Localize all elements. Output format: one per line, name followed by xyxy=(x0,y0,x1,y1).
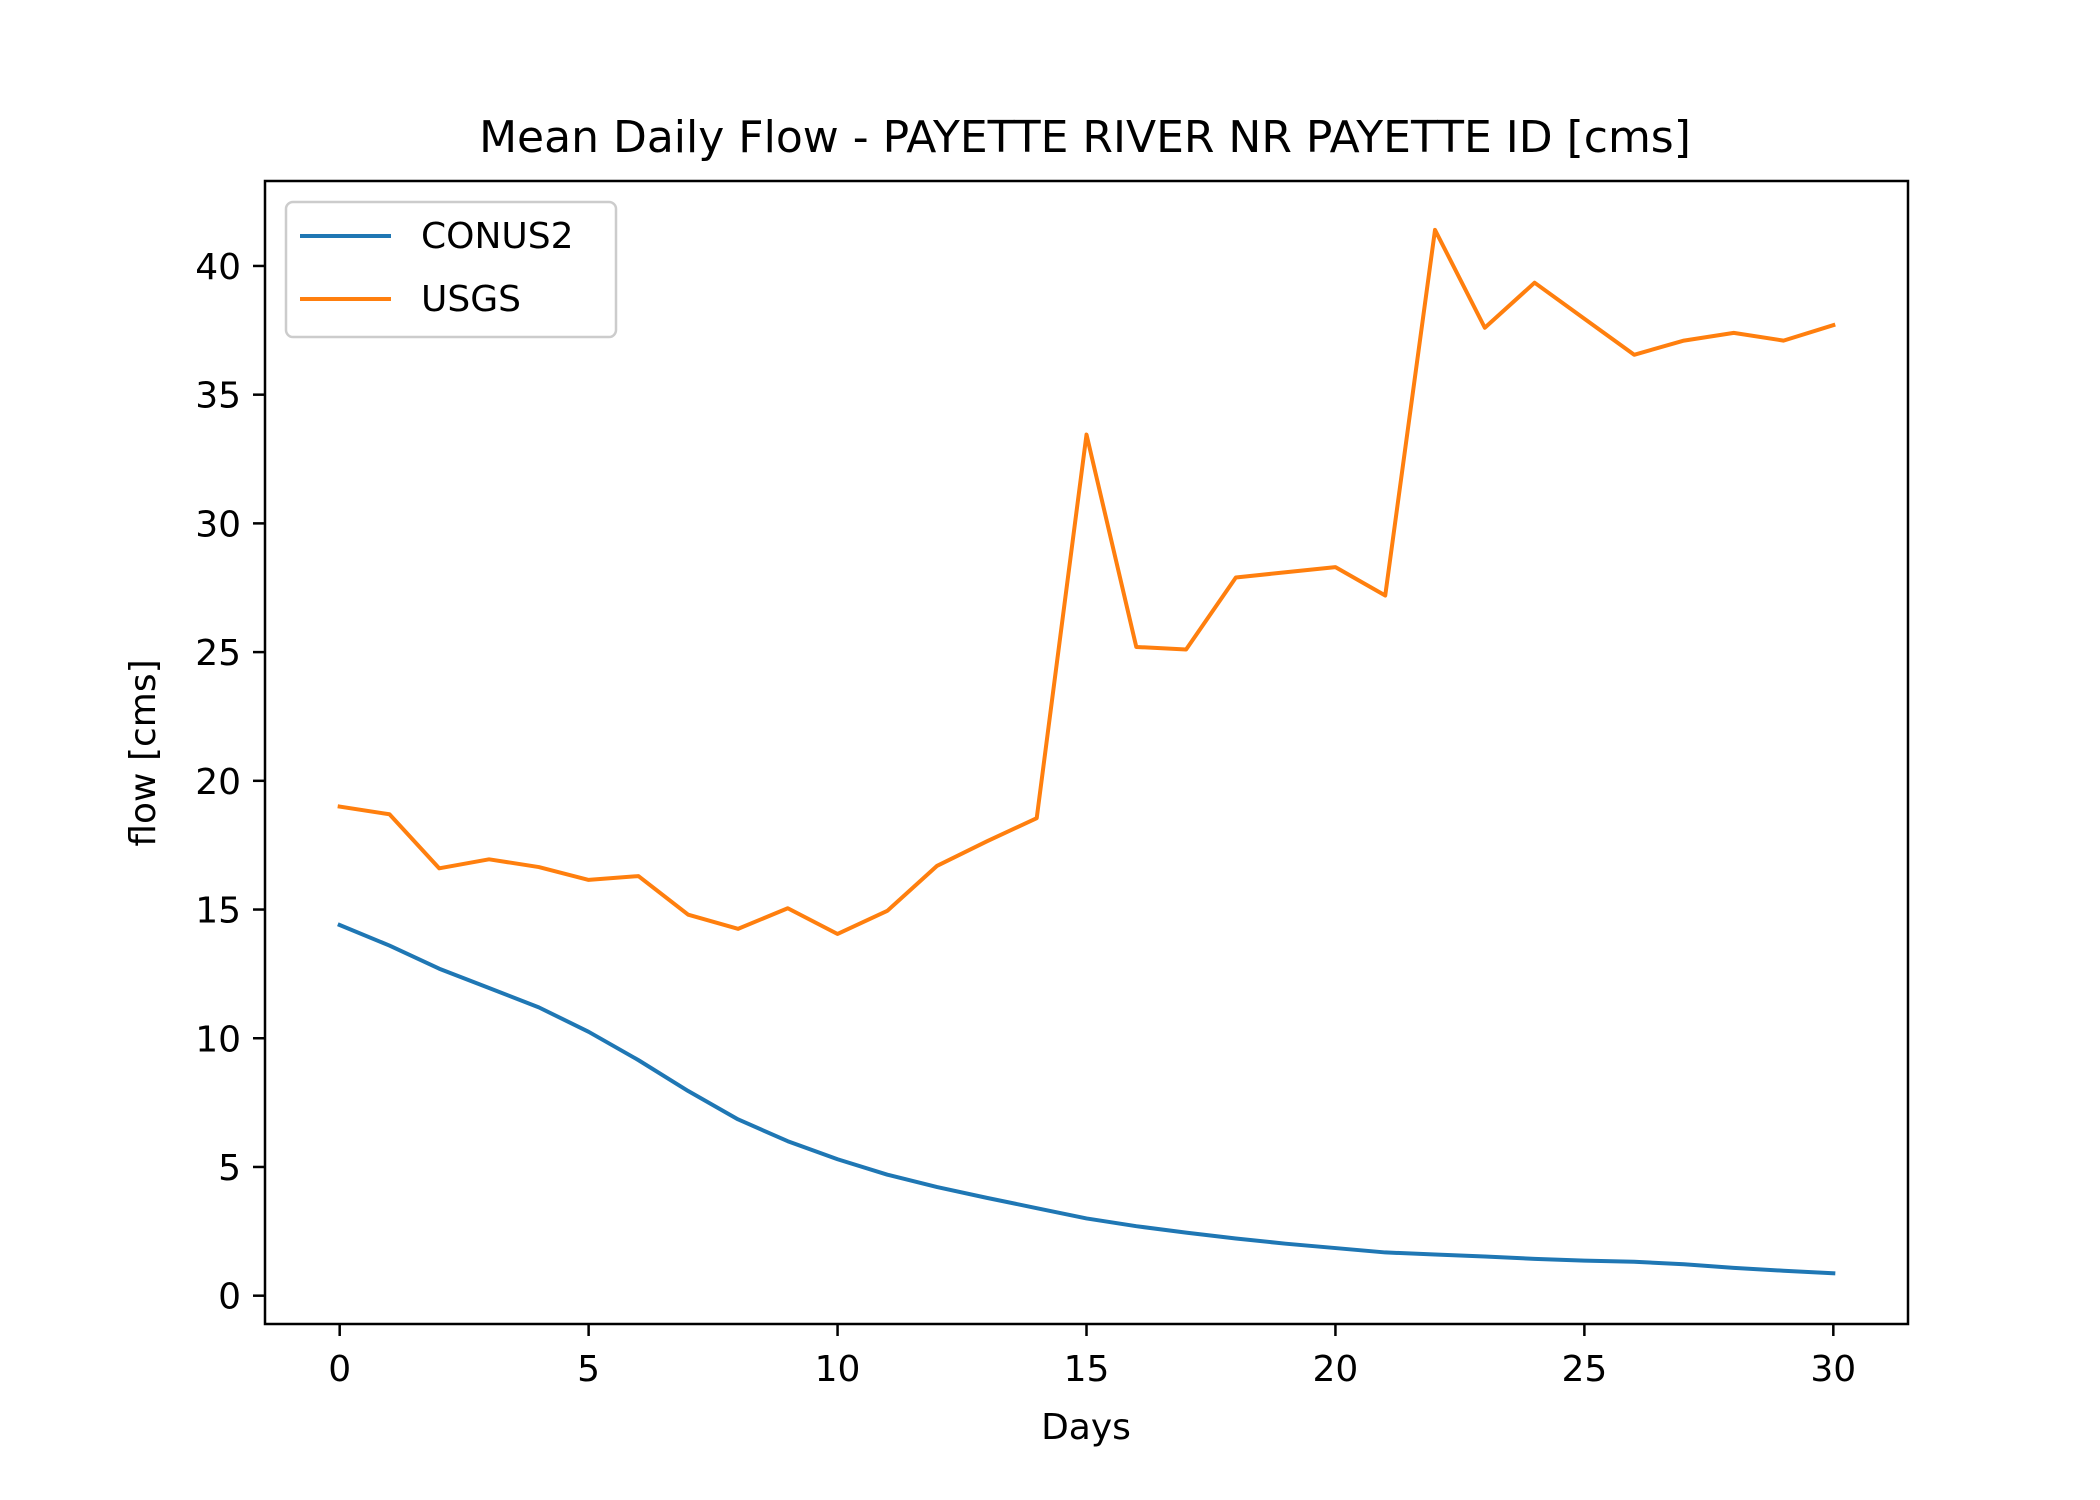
y-tick-label: 25 xyxy=(195,633,241,674)
plot-area xyxy=(263,179,1910,1326)
x-tick-label: 10 xyxy=(815,1349,861,1390)
y-tick-label: 10 xyxy=(195,1019,241,1060)
x-tick-label: 5 xyxy=(577,1349,600,1390)
y-axis: 0 5 10 15 20 25 30 35 40 xyxy=(195,247,265,1318)
x-tick-label: 0 xyxy=(328,1349,351,1390)
legend-label-usgs: USGS xyxy=(421,279,521,320)
legend: CONUS2 USGS xyxy=(284,200,618,339)
y-axis-label: flow [cms] xyxy=(123,659,164,846)
x-tick-label: 20 xyxy=(1313,1349,1359,1390)
series-line-conus2 xyxy=(337,922,1836,1276)
series-line-usgs xyxy=(337,227,1836,936)
x-axis-label: Days xyxy=(1041,1407,1131,1448)
y-tick-label: 40 xyxy=(195,247,241,288)
y-tick-label: 5 xyxy=(218,1148,241,1189)
chart-title: Mean Daily Flow - PAYETTE RIVER NR PAYET… xyxy=(479,112,1691,163)
y-tick-label: 20 xyxy=(195,762,241,803)
x-tick-label: 30 xyxy=(1810,1349,1856,1390)
legend-label-conus2: CONUS2 xyxy=(421,216,574,257)
x-tick-label: 25 xyxy=(1561,1349,1607,1390)
y-tick-label: 35 xyxy=(195,376,241,417)
x-tick-label: 15 xyxy=(1064,1349,1110,1390)
y-tick-label: 30 xyxy=(195,504,241,545)
x-axis: 0 5 10 15 20 25 30 xyxy=(328,1324,1856,1390)
y-tick-label: 0 xyxy=(218,1277,241,1318)
y-tick-label: 15 xyxy=(195,891,241,932)
series-layer xyxy=(337,227,1836,1276)
